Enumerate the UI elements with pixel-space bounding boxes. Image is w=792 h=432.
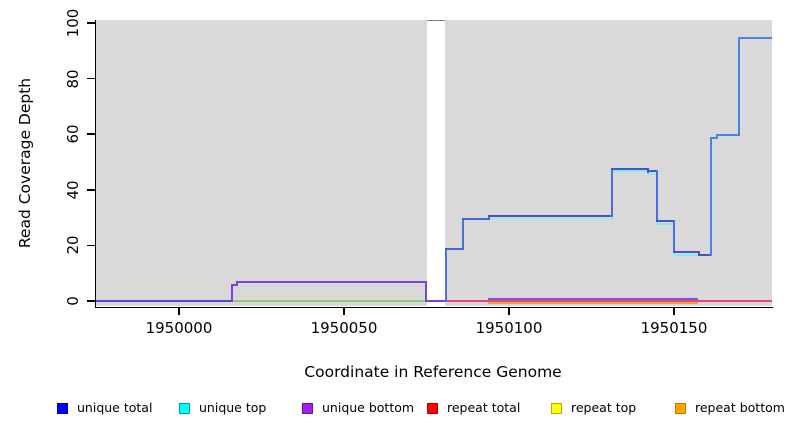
x-tick-label: 1950050 (310, 319, 378, 337)
unique-bottom-line (236, 281, 238, 287)
unique-total-line (716, 134, 718, 140)
x-tick-mark (508, 308, 510, 315)
unique-bottom-line (424, 281, 427, 302)
repeat-total-line (445, 300, 772, 302)
unique-total-line (611, 167, 613, 217)
unique-top-line (673, 253, 698, 256)
unique-total-line (444, 248, 447, 302)
unique-top-line (647, 173, 656, 175)
legend-label: repeat total (447, 400, 521, 415)
x-tick-label: 1950000 (145, 319, 213, 337)
unique-bottom-line (231, 284, 237, 286)
unique-total-line (462, 217, 488, 220)
legend-swatch-icon (302, 402, 313, 414)
y-tick-label: 20 (64, 235, 82, 255)
unique-total-line (738, 36, 740, 137)
legend-label: repeat bottom (695, 400, 785, 415)
y-tick-mark (87, 300, 95, 302)
legend-item-unique-bottom: unique bottom (302, 401, 414, 415)
legend-label: unique top (199, 400, 267, 415)
unique-total-line (738, 36, 772, 39)
legend-item-unique-total: unique total (57, 401, 152, 415)
no-data-gap-band (426, 20, 445, 306)
y-tick-mark (87, 22, 95, 24)
y-tick-mark (87, 244, 95, 247)
repeat-bottom-line (488, 302, 698, 304)
unique-total-line (445, 248, 462, 251)
unique-total-line (488, 214, 490, 220)
x-tick-mark (673, 308, 675, 315)
legend-item-repeat-total: repeat total (427, 401, 520, 415)
x-tick-mark (343, 308, 345, 315)
legend-label: repeat top (571, 400, 637, 415)
legend-swatch-icon (179, 402, 190, 414)
x-tick-label: 1950100 (475, 319, 543, 337)
legend-swatch-icon (551, 402, 562, 414)
unique-total-line (710, 137, 716, 139)
unique-total-line (656, 170, 658, 223)
unique-total-line (673, 220, 675, 254)
legend-swatch-icon (427, 402, 438, 414)
unique-total-line (656, 220, 673, 223)
legend-label: unique total (77, 400, 153, 415)
legend-item-repeat-bottom: repeat bottom (675, 401, 785, 415)
unique-total-line (698, 253, 710, 256)
y-axis-line (94, 20, 96, 308)
legend-item-unique-top: unique top (179, 401, 266, 415)
y-tick-label: 80 (64, 69, 82, 89)
y-tick-mark (87, 77, 95, 80)
unique-total-line (488, 214, 611, 217)
legend-swatch-icon (57, 402, 68, 414)
legend-label: unique bottom (322, 400, 415, 415)
baseline-left-unique (96, 299, 231, 302)
unique-total-line (462, 217, 464, 251)
y-tick-label: 0 (64, 296, 82, 306)
x-tick-label: 1950150 (640, 319, 708, 337)
unique-bottom-line (231, 284, 233, 302)
y-axis-title: Read Coverage Depth (16, 77, 34, 249)
unique-total-line (647, 167, 649, 173)
unique-top-line (611, 170, 647, 173)
y-tick-mark (87, 133, 95, 135)
baseline-blend-cream (231, 298, 426, 300)
unique-total-line (698, 251, 700, 256)
unique-bottom-line (488, 297, 698, 300)
y-tick-label: 60 (64, 124, 82, 144)
unique-bottom-line (424, 299, 446, 302)
y-tick-mark (87, 189, 95, 191)
baseline-blend-green (231, 300, 426, 302)
x-axis-title: Coordinate in Reference Genome (304, 363, 562, 381)
y-tick-label: 40 (64, 180, 82, 200)
unique-bottom-line (236, 281, 426, 284)
gap-band-top-border (426, 20, 445, 21)
unique-top-line (647, 170, 649, 176)
unique-total-line (673, 251, 698, 253)
x-tick-mark (178, 308, 180, 315)
unique-total-line (716, 134, 738, 137)
unique-top-line (488, 217, 611, 220)
legend-item-repeat-top: repeat top (551, 401, 636, 415)
x-axis-line (94, 306, 773, 308)
unique-total-line (647, 170, 656, 173)
unique-total-line (611, 167, 647, 170)
y-tick-label: 100 (64, 8, 82, 38)
unique-top-line (656, 223, 673, 225)
legend-swatch-icon (675, 402, 686, 414)
unique-total-line (710, 137, 712, 256)
